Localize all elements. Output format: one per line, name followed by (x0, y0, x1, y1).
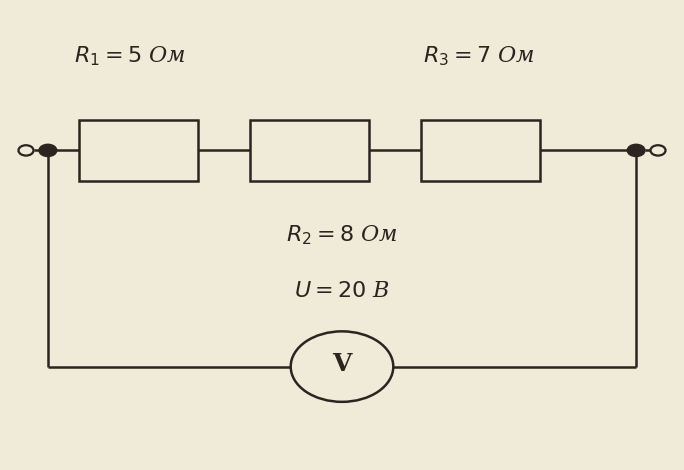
Text: $R_1 = 5$ Ом: $R_1 = 5$ Ом (74, 45, 186, 68)
Text: $U = 20$ В: $U = 20$ В (294, 281, 390, 302)
Circle shape (650, 145, 666, 156)
Bar (79, 120, 198, 181)
Circle shape (627, 144, 645, 157)
Circle shape (18, 145, 34, 156)
Circle shape (291, 331, 393, 402)
Circle shape (39, 144, 57, 157)
Bar (421, 120, 540, 181)
Text: $R_2 = 8$ Ом: $R_2 = 8$ Ом (286, 223, 398, 247)
Text: $R_3 = 7$ Ом: $R_3 = 7$ Ом (423, 45, 535, 68)
Bar (250, 120, 369, 181)
Text: V: V (332, 352, 352, 376)
